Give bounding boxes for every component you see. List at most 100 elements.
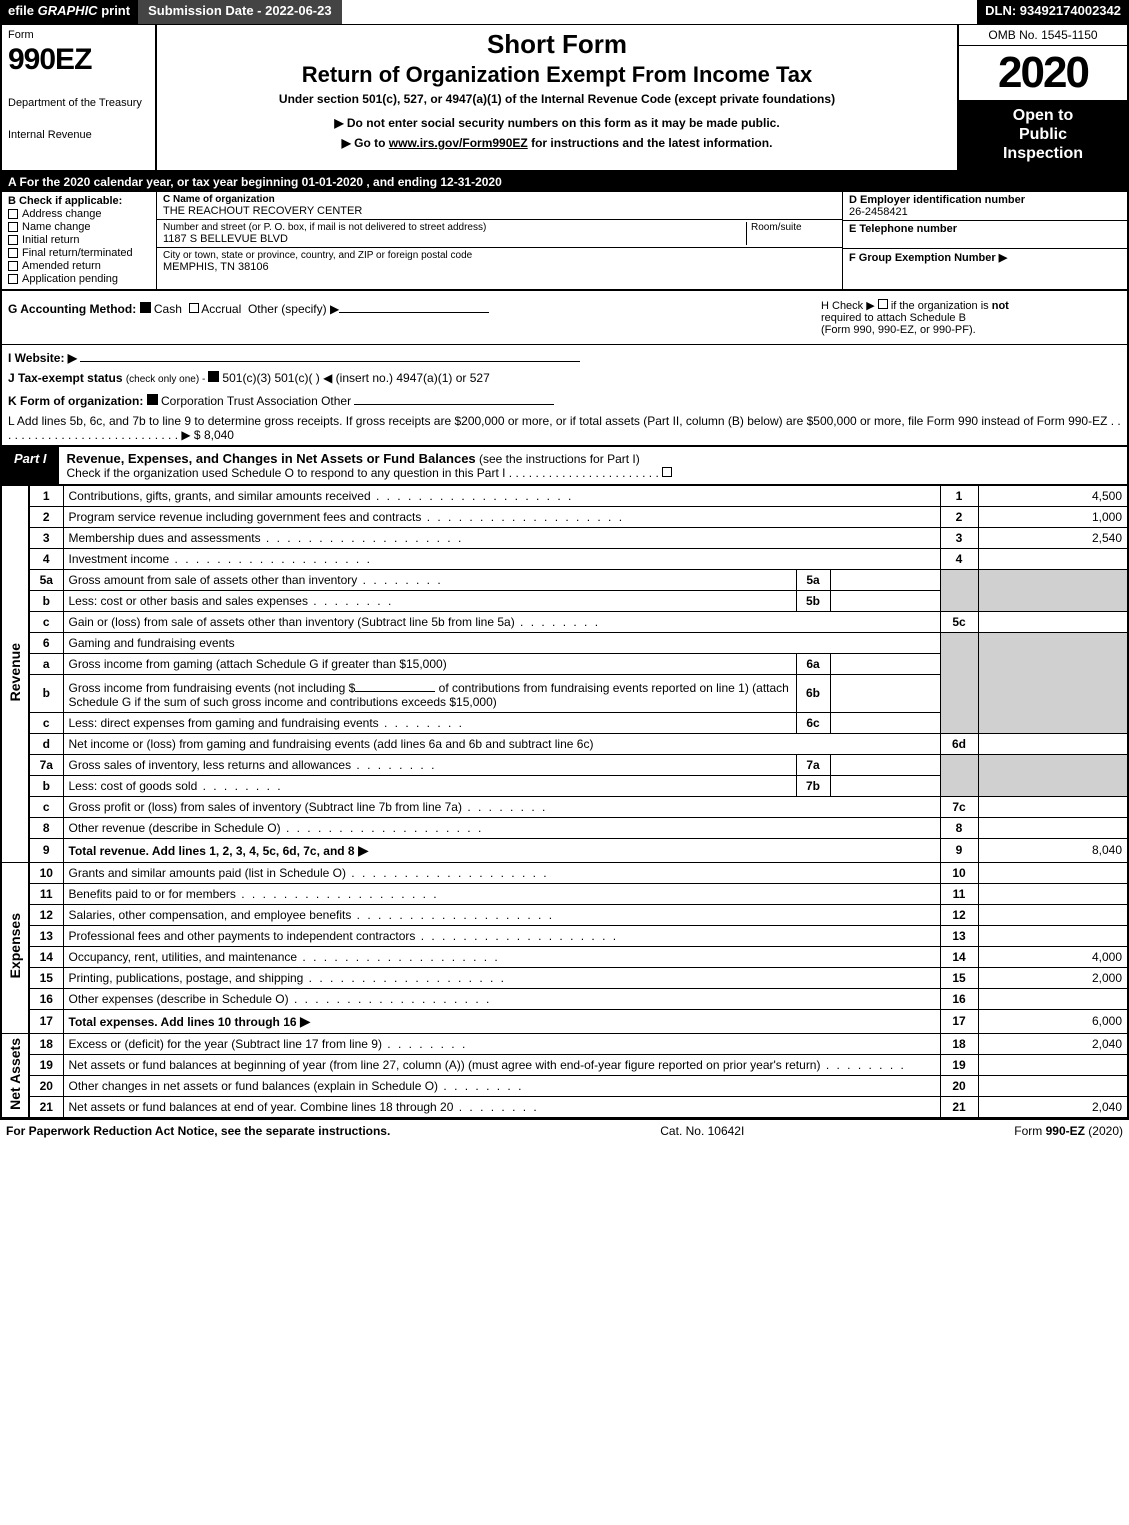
city-value: MEMPHIS, TN 38106 [163, 261, 836, 273]
sub-box-val [830, 569, 940, 590]
row-8: 8 Other revenue (describe in Schedule O)… [1, 817, 1128, 838]
under-section: Under section 501(c), 527, or 4947(a)(1)… [167, 92, 947, 106]
checkbox-icon[interactable] [878, 299, 888, 309]
efile-graphic-print[interactable]: efile GRAPHIC print [0, 0, 138, 24]
line-num: 13 [29, 925, 63, 946]
other-org-field[interactable] [354, 391, 554, 405]
line-num: 8 [29, 817, 63, 838]
box-d: D Employer identification number 26-2458… [843, 192, 1127, 221]
row-15: 15 Printing, publications, postage, and … [1, 967, 1128, 988]
checkbox-icon[interactable] [662, 467, 672, 477]
row-14: 14 Occupancy, rent, utilities, and maint… [1, 946, 1128, 967]
row-7c: c Gross profit or (loss) from sales of i… [1, 796, 1128, 817]
desc-text: Total expenses. Add lines 10 through 16 [69, 1015, 297, 1029]
chk-initial-return[interactable]: Initial return [8, 234, 150, 246]
irs-link[interactable]: www.irs.gov/Form990EZ [389, 136, 528, 150]
form-label: Form [8, 29, 149, 41]
short-form-title: Short Form [167, 29, 947, 60]
line-desc: Benefits paid to or for members [63, 883, 940, 904]
value [978, 611, 1128, 632]
chk-application-pending[interactable]: Application pending [8, 273, 150, 285]
line-desc: Gross income from fundraising events (no… [63, 674, 796, 712]
line-desc: Net assets or fund balances at end of ye… [63, 1096, 940, 1118]
desc-text: Gross profit or (loss) from sales of inv… [69, 800, 548, 814]
chk-amended-return[interactable]: Amended return [8, 260, 150, 272]
opt-label: Address change [22, 208, 102, 220]
row-16: 16 Other expenses (describe in Schedule … [1, 988, 1128, 1009]
line-g-h: G Accounting Method: Cash Accrual Other … [0, 291, 1129, 345]
checkbox-icon [189, 303, 199, 313]
checkbox-icon [8, 274, 18, 284]
line-desc: Net assets or fund balances at beginning… [63, 1054, 940, 1075]
desc-text: Excess or (deficit) for the year (Subtra… [69, 1037, 468, 1051]
row-21: 21 Net assets or fund balances at end of… [1, 1096, 1128, 1118]
part-title-bold: Revenue, Expenses, and Changes in Net As… [67, 451, 476, 466]
line-num: 21 [29, 1096, 63, 1118]
goto-instructions: ▶ Go to www.irs.gov/Form990EZ for instru… [167, 136, 947, 150]
line-desc: Gross amount from sale of assets other t… [63, 569, 796, 590]
open-line3: Inspection [963, 144, 1123, 163]
header-center: Short Form Return of Organization Exempt… [157, 25, 957, 170]
row-5a: 5a Gross amount from sale of assets othe… [1, 569, 1128, 590]
line-desc: Investment income [63, 548, 940, 569]
top-bar: efile GRAPHIC print Submission Date - 20… [0, 0, 1129, 24]
part-1-title: Revenue, Expenses, and Changes in Net As… [59, 447, 1127, 484]
phone-label: E Telephone number [849, 223, 957, 235]
desc-text: Less: cost of goods sold [69, 779, 283, 793]
box-num: 12 [940, 904, 978, 925]
box-num: 1 [940, 485, 978, 506]
chk-name-change[interactable]: Name change [8, 221, 150, 233]
value: 8,040 [978, 838, 1128, 862]
box-num: 7c [940, 796, 978, 817]
line-num: 14 [29, 946, 63, 967]
value [978, 862, 1128, 883]
box-num: 9 [940, 838, 978, 862]
line-num: 7a [29, 754, 63, 775]
website-field[interactable] [80, 348, 580, 362]
line-desc: Other changes in net assets or fund bala… [63, 1075, 940, 1096]
chk-final-return[interactable]: Final return/terminated [8, 247, 150, 259]
other-specify-field[interactable] [339, 299, 489, 313]
ein-value: 26-2458421 [849, 206, 1121, 218]
box-num: 17 [940, 1009, 978, 1033]
box-num: 5c [940, 611, 978, 632]
form-post: (2020) [1085, 1124, 1123, 1138]
desc-text: Other revenue (describe in Schedule O) [69, 821, 484, 835]
desc-text: Total revenue. Add lines 1, 2, 3, 4, 5c,… [69, 844, 355, 858]
sub-box-val [830, 653, 940, 674]
opt-label: Final return/terminated [22, 247, 133, 259]
room-suite-label: Room/suite [751, 222, 836, 233]
chk-address-change[interactable]: Address change [8, 208, 150, 220]
expenses-text: Expenses [7, 913, 23, 978]
contributions-field[interactable] [355, 678, 435, 692]
value: 2,540 [978, 527, 1128, 548]
page-footer: For Paperwork Reduction Act Notice, see … [0, 1119, 1129, 1142]
checkbox-icon [8, 261, 18, 271]
org-name-label: C Name of organization [163, 194, 836, 205]
value [978, 796, 1128, 817]
line-i: I Website: ▶ [0, 345, 1129, 368]
netassets-text: Net Assets [7, 1038, 23, 1110]
dln: DLN: 93492174002342 [977, 0, 1129, 24]
box-num: 10 [940, 862, 978, 883]
row-18: Net Assets 18 Excess or (deficit) for th… [1, 1033, 1128, 1054]
graphic-label: GRAPHIC [38, 3, 98, 18]
desc-text: Professional fees and other payments to … [69, 929, 619, 943]
arrow-icon: ▶ [300, 1013, 311, 1029]
department-treasury: Department of the Treasury [8, 97, 149, 109]
line-num: b [29, 775, 63, 796]
value [978, 925, 1128, 946]
sub-box-num: 6a [796, 653, 830, 674]
row-17: 17 Total expenses. Add lines 10 through … [1, 1009, 1128, 1033]
org-name-cell: C Name of organization THE REACHOUT RECO… [157, 192, 842, 220]
org-type-options: Corporation Trust Association Other [158, 394, 351, 408]
line-num: a [29, 653, 63, 674]
value [978, 904, 1128, 925]
checkbox-icon [8, 248, 18, 258]
box-def: D Employer identification number 26-2458… [842, 192, 1127, 289]
box-num: 2 [940, 506, 978, 527]
value [978, 1054, 1128, 1075]
accrual-label: Accrual [199, 302, 242, 316]
sub-box-num: 5a [796, 569, 830, 590]
value [978, 988, 1128, 1009]
